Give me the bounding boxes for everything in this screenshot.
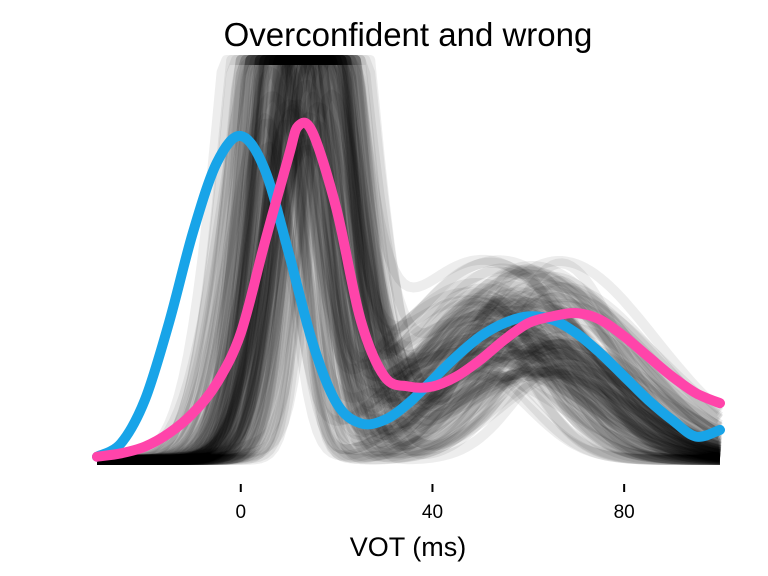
x-axis-label: VOT (ms) [350, 532, 467, 562]
sample-curve [96, 55, 722, 465]
sample-curve [96, 55, 722, 465]
sample-curve [96, 55, 722, 465]
sample-curve [96, 55, 721, 465]
sample-curve [96, 55, 723, 465]
sample-curve [96, 55, 721, 465]
sample-curve [96, 55, 722, 465]
x-tick-label: 40 [422, 502, 443, 523]
sample-curve [96, 55, 721, 465]
sample-curve [96, 55, 721, 465]
sample-curve [96, 55, 722, 465]
sample-curve [96, 55, 721, 465]
sample-curve [96, 55, 722, 465]
sample-curve [96, 55, 721, 465]
sample-curve [96, 55, 722, 465]
sample-curve [96, 55, 722, 465]
sample-curve [96, 55, 722, 465]
sample-curve [96, 55, 722, 465]
sample-curve [96, 108, 721, 465]
series-layer [92, 117, 725, 462]
sample-curve [96, 91, 723, 465]
sample-curve [96, 55, 722, 465]
sample-curve [96, 55, 722, 465]
sample-curve [96, 55, 721, 465]
sample-curve [96, 55, 721, 465]
sample-curve [96, 55, 721, 465]
sample-curve [96, 55, 721, 465]
sample-curve [96, 104, 722, 465]
series-line-pink [92, 117, 725, 462]
sample-curve [96, 55, 723, 465]
sample-curve [96, 55, 721, 465]
sample-curve [96, 55, 721, 465]
sample-curve [96, 55, 721, 465]
sample-curve [96, 55, 721, 465]
sample-curve [96, 55, 722, 465]
sample-curve [96, 55, 721, 465]
sample-curve [96, 91, 722, 465]
sample-curve [96, 55, 722, 465]
sample-curve [96, 55, 723, 465]
sample-curve [96, 55, 722, 465]
sample-curve [96, 55, 721, 465]
sample-curve [96, 62, 721, 465]
sample-curve [96, 128, 721, 465]
sample-curve [96, 55, 721, 465]
sample-curve [96, 55, 723, 465]
sample-curve [96, 55, 721, 465]
sample-curve [96, 55, 721, 465]
sample-curve [96, 55, 721, 465]
sample-curve [96, 55, 721, 465]
sample-curve [96, 102, 721, 465]
sample-curve [96, 55, 723, 465]
sample-curve [96, 55, 722, 465]
sample-curve [96, 55, 721, 465]
sample-curve [96, 55, 724, 465]
sample-curve [96, 134, 721, 465]
sample-curve [96, 55, 721, 465]
sample-curve [96, 55, 722, 465]
sample-curve [96, 55, 722, 465]
sample-curve [96, 55, 721, 465]
sample-curve [96, 55, 721, 465]
chart-title: Overconfident and wrong [224, 16, 593, 53]
sample-curve [96, 141, 721, 465]
sample-curve [96, 55, 722, 465]
sample-curve [96, 55, 721, 465]
sample-curve [96, 55, 721, 465]
sample-curve [96, 118, 721, 465]
sample-curve [96, 55, 721, 465]
sample-curve [96, 55, 721, 465]
sample-curve [96, 55, 721, 465]
sample-curve [96, 55, 722, 465]
sample-curve [96, 55, 721, 465]
sample-curve [96, 55, 723, 465]
x-tick-label: 80 [614, 502, 635, 523]
sample-curve [96, 79, 721, 465]
sample-curve [96, 55, 722, 465]
sample-curve [96, 55, 722, 465]
sample-curve [96, 55, 723, 465]
sample-curve [96, 66, 721, 465]
x-tick-label: 0 [235, 502, 246, 523]
sample-curve [96, 55, 721, 465]
sample-curve [96, 55, 721, 465]
sample-curve [96, 60, 721, 465]
sample-curve [96, 99, 721, 465]
sample-curve [96, 55, 721, 465]
sample-curve [96, 55, 722, 465]
sample-curve [96, 55, 722, 465]
x-axis: 0 40 80 [235, 484, 635, 523]
sample-curve [96, 55, 721, 465]
sample-curve [96, 55, 721, 465]
sample-curve [96, 119, 721, 465]
sample-curve [96, 55, 722, 465]
sample-curve [96, 55, 721, 465]
sample-curve [96, 55, 721, 465]
sample-curve [96, 112, 721, 465]
series-line-blue [92, 131, 725, 462]
sample-curve [96, 55, 722, 465]
sample-curve [96, 113, 721, 465]
